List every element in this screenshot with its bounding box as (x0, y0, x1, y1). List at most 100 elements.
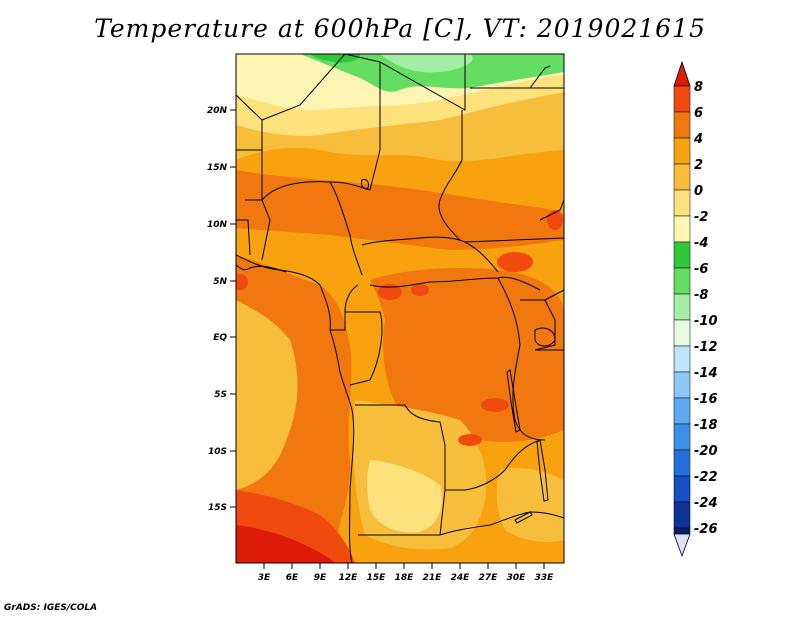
border-uganda (520, 299, 556, 351)
colorbar-segment-3 (673, 137, 691, 165)
lat-label-5s: 5S (214, 390, 227, 400)
colorbar-label-m12: -12 (694, 340, 718, 355)
coastline-west (236, 254, 355, 563)
colorbar-label-m4: -4 (694, 236, 708, 251)
lon-label-33e: 33E (535, 573, 555, 583)
colorbar-label-m26: -26 (694, 522, 718, 537)
border-west-3 (236, 219, 251, 256)
colorbar-label-m8: -8 (694, 288, 708, 303)
colorbar-label-m24: -24 (694, 496, 718, 511)
footer-credit: GrADS: IGES/COLA (4, 603, 98, 613)
colorbar-segment-5 (673, 189, 691, 217)
colorbar-label-2: 2 (694, 158, 703, 173)
hot-spot-cameroon (236, 274, 248, 290)
colorbar-label-m14: -14 (694, 366, 718, 381)
border-car-south (369, 276, 541, 291)
lake-chad (361, 179, 369, 189)
lon-label-30e: 30E (507, 573, 527, 583)
colorbar-segment-14 (673, 423, 691, 451)
cooler-south-plateau (367, 460, 442, 533)
hot-spot-car (411, 284, 429, 296)
colorbar-label-m20: -20 (694, 444, 718, 459)
lon-label-27e: 27E (479, 573, 499, 583)
colorbar-label-m10: -10 (694, 314, 718, 329)
border-gabon (330, 284, 359, 331)
border-zambia (464, 439, 541, 491)
lat-label-10s: 10S (208, 447, 227, 457)
colorbar-label-m6: -6 (694, 262, 708, 277)
colorbar-segment-7 (673, 241, 691, 269)
colorbar-label-6: 6 (694, 106, 703, 121)
colorbar-segment-9 (673, 293, 691, 321)
cold-patch-dark-green (310, 54, 360, 63)
colorbar-label-0: 0 (694, 184, 703, 199)
cool-east (496, 468, 564, 542)
lon-label-9e: 9E (314, 573, 327, 583)
lake-kariba (514, 511, 533, 524)
colorbar-label-m16: -16 (694, 392, 718, 407)
warm-central (370, 268, 564, 442)
lon-label-15e: 15E (367, 573, 387, 583)
colorbar-segment-1 (673, 85, 691, 113)
colorbar-segment-13 (673, 397, 691, 425)
warm-sahel (236, 170, 564, 250)
border-nigeria-cameroon (329, 181, 363, 276)
longitude-axis: 3E 6E 9E 12E 15E 18E 21E 24E 27E 30E 33E (258, 563, 554, 583)
lon-label-6e: 6E (286, 573, 299, 583)
lon-label-21e: 21E (423, 573, 443, 583)
colorbar-label-4: 4 (693, 132, 703, 147)
border-sudan-south (464, 237, 564, 243)
lon-label-12e: 12E (339, 573, 359, 583)
border-west-2 (245, 199, 271, 261)
border-car (361, 236, 499, 273)
coastline-gulf (236, 264, 287, 273)
border-libya-chad (379, 54, 466, 111)
lon-label-3e: 3E (258, 573, 271, 583)
lon-label-18e: 18E (395, 573, 415, 583)
colorbar-top-arrow (673, 60, 691, 87)
colorbar-segment-15 (673, 449, 691, 477)
colorbar-segment-8 (673, 267, 691, 295)
border-sudan-chad (438, 110, 463, 241)
border-kenya (544, 289, 564, 301)
border-chad (344, 54, 381, 191)
border-namibia (439, 511, 564, 536)
colorbar: 8 6 4 2 0 -2 -4 -6 -8 -10 -12 -14 -16 -1… (673, 60, 718, 558)
colorbar-segment-11 (673, 345, 691, 373)
lat-label-15n: 15N (207, 163, 228, 173)
border-drc-angola (355, 404, 465, 491)
lat-label-15s: 15S (208, 503, 227, 513)
hot-southwest (236, 525, 335, 563)
lon-label-24e: 24E (451, 573, 471, 583)
colorbar-segment-10 (673, 319, 691, 347)
colorbar-segment-2 (673, 111, 691, 139)
red-sea-coast (529, 65, 551, 89)
border-drc-east (497, 277, 546, 441)
border-congo (345, 311, 383, 386)
cool-ocean-west (236, 300, 298, 490)
colorbar-bottom-arrow (673, 533, 691, 558)
lake-malawi (536, 439, 549, 502)
colorbar-label-m2: -2 (694, 210, 708, 225)
lake-victoria (534, 327, 556, 347)
chart-title: Temperature at 600hPa [C], VT: 201902161… (94, 14, 706, 43)
cold-patch-green (300, 54, 564, 92)
hot-spot-gabon (378, 284, 402, 300)
colorbar-segment-18 (673, 527, 691, 535)
colorbar-segment-12 (673, 371, 691, 399)
colorbar-label-m22: -22 (694, 470, 718, 485)
colorbar-segment-16 (673, 475, 691, 503)
border-nigeria-north (261, 120, 371, 202)
border-ethiopia (539, 199, 564, 221)
temperature-field (236, 54, 564, 563)
lat-label-20n: 20N (207, 106, 228, 116)
hot-spot-sudan (497, 252, 533, 272)
colorbar-label-8: 8 (694, 80, 703, 95)
colorbar-segment-6 (673, 215, 691, 243)
hot-spot-drc (481, 398, 509, 412)
lat-label-10n: 10N (207, 220, 228, 230)
latitude-axis: 20N 15N 10N 5N EQ 5S 10S 15S (207, 106, 236, 513)
colorbar-label-m18: -18 (694, 418, 718, 433)
hot-spot-zambia (458, 434, 482, 446)
